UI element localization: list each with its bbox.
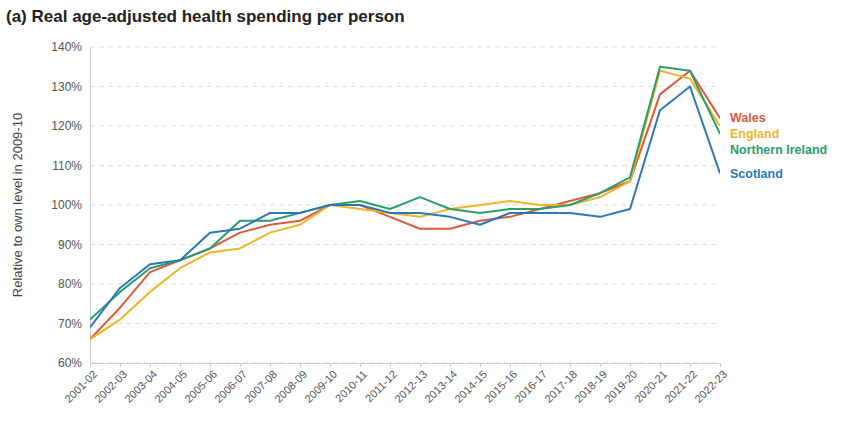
series-line [90,67,720,320]
y-tick-label: 120% [51,119,82,133]
x-tick-label: 2006-07 [212,368,249,405]
y-tick-label: 130% [51,80,82,94]
x-tick-label: 2003-04 [122,368,159,405]
series-line [90,87,720,328]
x-tick-mark [240,363,241,367]
y-axis-title: Relative to own level in 2009-10 [10,113,25,297]
x-tick-mark [600,363,601,367]
x-tick-mark [210,363,211,367]
x-tick-label: 2004-05 [152,368,189,405]
x-tick-mark [480,363,481,367]
grid-line [90,363,720,364]
x-tick-mark [120,363,121,367]
x-tick-mark [690,363,691,367]
x-tick-label: 2008-09 [272,368,309,405]
x-tick-mark [570,363,571,367]
y-tick: 100% [51,198,90,212]
grid-line [90,284,720,285]
y-tick-label: 90% [58,238,82,252]
x-tick-mark [390,363,391,367]
x-tick-label: 2022-23 [692,368,729,405]
x-tick-mark [360,363,361,367]
x-tick-label: 2019-20 [602,368,639,405]
x-tick: 2022-23 [692,363,729,405]
x-tick-label: 2021-22 [662,368,699,405]
x-tick-label: 2002-03 [92,368,129,405]
x-tick-mark [150,363,151,367]
legend: Wales England Northern Ireland Scotland [730,111,827,180]
y-tick: 120% [51,119,90,133]
x-tick-mark [330,363,331,367]
legend-label: Northern Ireland [730,143,827,157]
x-tick-label: 2018-19 [572,368,609,405]
x-tick-label: 2005-06 [182,368,219,405]
x-tick-mark [630,363,631,367]
y-tick-label: 140% [51,40,82,54]
y-tick: 140% [51,40,90,54]
x-tick-label: 2015-16 [482,368,519,405]
y-tick: 70% [58,317,90,331]
x-tick: 2009-10 [302,363,339,405]
x-tick-mark [300,363,301,367]
y-tick-label: 100% [51,198,82,212]
y-tick: 60% [58,356,90,370]
y-tick-label: 60% [58,356,82,370]
x-axis: 2001-022002-032003-042004-052005-062006-… [62,363,729,405]
x-tick-label: 2017-18 [542,368,579,405]
series-line [90,71,720,340]
grid-line [90,323,720,324]
x-tick-label: 2010-11 [333,368,369,404]
y-tick: 110% [52,159,90,173]
y-tick-label: 70% [58,317,82,331]
x-tick-mark [180,363,181,367]
chart: (a) Real age-adjusted health spending pe… [0,0,848,424]
y-tick-label: 110% [52,159,82,173]
title: (a) Real age-adjusted health spending pe… [6,7,405,26]
x-tick-label: 2009-10 [302,368,339,405]
grid-line [90,244,720,245]
grid-line [90,165,720,166]
x-tick-mark [420,363,421,367]
x-tick-label: 2007-08 [242,368,279,405]
legend-label: Scotland [730,167,783,181]
y-axis-line [90,48,91,364]
x-tick-mark [720,363,721,367]
grid-line [90,86,720,87]
y-axis: 60% 70% 80% 90% 100% 110% 120% 130% 140% [51,40,90,370]
grid-line [90,205,720,206]
x-tick-label: 2013-14 [422,368,459,405]
x-tick-label: 2014-15 [452,368,489,405]
y-tick: 90% [58,238,90,252]
legend-label: England [730,127,779,141]
y-tick: 130% [51,80,90,94]
x-tick-mark [540,363,541,367]
grid [90,47,720,363]
x-tick-mark [510,363,511,367]
lines [90,67,720,340]
x-tick-mark [450,363,451,367]
x-tick-mark [90,363,91,367]
x-tick-label: 2001-02 [62,368,99,405]
y-tick: 80% [58,277,90,291]
series-line [90,71,720,340]
x-tick-mark [270,363,271,367]
x-axis-line [91,363,721,364]
grid-line [90,47,720,48]
x-tick-label: 2012-13 [392,368,429,405]
x-tick-label: 2020-21 [632,368,669,405]
x-tick-label: 2016-17 [512,368,549,405]
plot: 60%70%80%90%100%110%120%130%140%2001-022… [51,40,729,405]
x-tick-mark [660,363,661,367]
y-tick-label: 80% [58,277,82,291]
legend-label: Wales [730,111,766,125]
grid-line [90,126,720,127]
